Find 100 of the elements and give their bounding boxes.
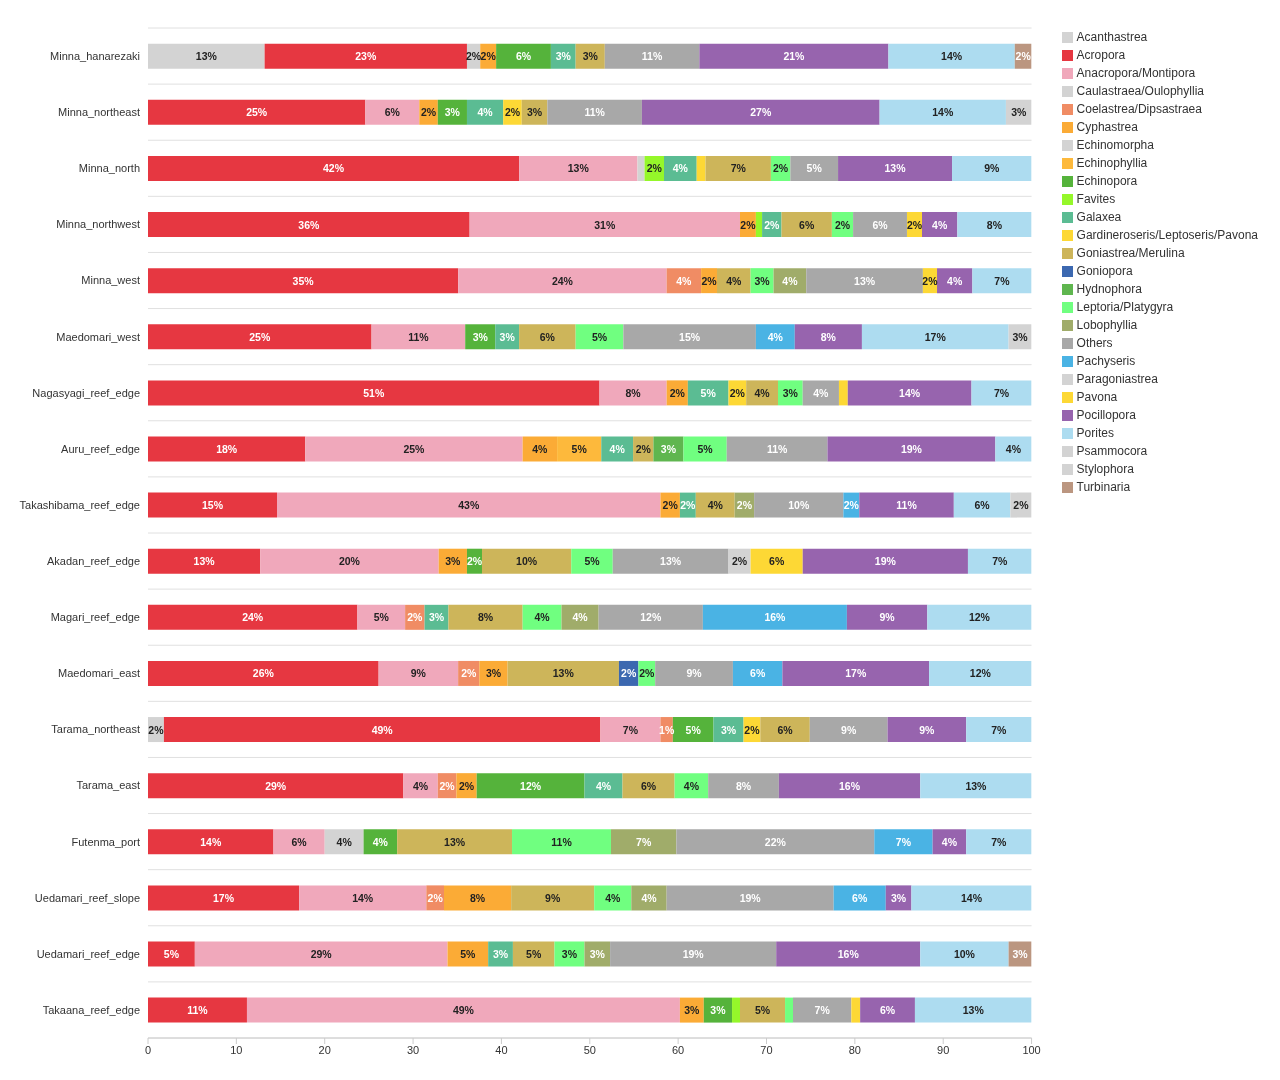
bar bbox=[481, 548, 572, 574]
data-label: 6% bbox=[974, 499, 991, 512]
x-tick-label: 100 bbox=[1022, 1043, 1041, 1056]
x-tick-label: 0 bbox=[144, 1043, 152, 1056]
data-label: 4% bbox=[941, 835, 958, 848]
bar bbox=[148, 773, 404, 799]
bar bbox=[641, 99, 880, 125]
data-label: 2% bbox=[1015, 50, 1032, 63]
bar bbox=[920, 773, 1032, 799]
data-label: 42% bbox=[323, 162, 345, 175]
data-label: 6% bbox=[291, 835, 308, 848]
bar bbox=[705, 155, 771, 181]
data-label: 10% bbox=[953, 947, 976, 960]
data-label: 2% bbox=[669, 386, 686, 399]
bar bbox=[755, 324, 795, 350]
data-label: 17% bbox=[213, 891, 235, 904]
bar bbox=[776, 941, 921, 967]
data-label: 49% bbox=[371, 723, 394, 736]
data-label: 17% bbox=[924, 330, 947, 343]
bar bbox=[557, 436, 602, 462]
data-label: 7% bbox=[991, 723, 1008, 736]
data-label: 6% bbox=[769, 555, 785, 568]
bar bbox=[781, 212, 832, 238]
data-label: 8% bbox=[820, 330, 837, 343]
x-tick-label: 60 bbox=[672, 1043, 685, 1056]
data-label: 3% bbox=[492, 947, 509, 960]
data-label: 12% bbox=[969, 667, 992, 680]
data-label: 2% bbox=[834, 218, 851, 231]
data-label: 2% bbox=[504, 106, 521, 119]
data-label: 2% bbox=[407, 611, 424, 624]
data-label: 14% bbox=[352, 891, 374, 904]
bar bbox=[971, 380, 1032, 406]
data-label: 20% bbox=[338, 555, 361, 568]
y-tick-label: Nagasyagi_reef_edge bbox=[32, 386, 140, 399]
data-label: 6% bbox=[539, 330, 556, 343]
bar bbox=[610, 941, 777, 967]
data-label: 2% bbox=[680, 499, 697, 512]
bar bbox=[726, 436, 828, 462]
y-tick-label: Maedomari_west bbox=[56, 330, 140, 343]
data-label: 6% bbox=[799, 218, 815, 231]
data-label: 5% bbox=[806, 162, 823, 175]
bar bbox=[879, 99, 1006, 125]
data-label: 24% bbox=[242, 611, 264, 624]
x-tick-label: 70 bbox=[760, 1043, 773, 1056]
x-tick-label: 20 bbox=[318, 1043, 331, 1056]
data-label: 6% bbox=[777, 723, 794, 736]
bar bbox=[305, 436, 523, 462]
bar bbox=[760, 717, 810, 743]
data-label: 4% bbox=[534, 611, 551, 624]
bar bbox=[927, 604, 1032, 630]
bar bbox=[851, 997, 861, 1023]
data-label: 8% bbox=[625, 386, 642, 399]
data-label: 3% bbox=[1012, 330, 1029, 343]
data-label: 19% bbox=[739, 891, 762, 904]
y-tick-label: Minna_north bbox=[78, 162, 140, 175]
legend-label: Psammocora bbox=[1076, 444, 1148, 458]
x-tick-label: 80 bbox=[848, 1043, 861, 1056]
y-tick-label: Minna_northwest bbox=[56, 218, 140, 231]
data-label: 11% bbox=[766, 442, 788, 455]
legend-label: Others bbox=[1076, 336, 1113, 350]
bar bbox=[683, 436, 727, 462]
data-label: 7% bbox=[994, 274, 1011, 287]
data-label: 13% bbox=[444, 835, 466, 848]
bar bbox=[612, 548, 729, 574]
data-label: 2% bbox=[466, 555, 483, 568]
bar bbox=[827, 436, 996, 462]
y-tick-label: Uedamari_reef_slope bbox=[34, 891, 140, 904]
data-label: 2% bbox=[731, 555, 748, 568]
bar bbox=[794, 324, 862, 350]
bar bbox=[754, 492, 844, 518]
bar bbox=[778, 773, 921, 799]
bar bbox=[708, 773, 779, 799]
x-tick-label: 50 bbox=[583, 1043, 596, 1056]
data-label: 2% bbox=[646, 162, 663, 175]
bar bbox=[148, 660, 379, 686]
bar bbox=[194, 941, 448, 967]
data-label: 4% bbox=[754, 386, 771, 399]
legend-label: Lobophyllia bbox=[1076, 318, 1138, 332]
data-label: 18% bbox=[216, 442, 238, 455]
bar bbox=[260, 548, 439, 574]
data-label: 15% bbox=[201, 499, 224, 512]
data-label: 2% bbox=[439, 779, 456, 792]
bar bbox=[637, 155, 645, 181]
bar bbox=[163, 717, 601, 743]
bar bbox=[732, 660, 783, 686]
data-label: 4% bbox=[605, 891, 621, 904]
data-label: 5% bbox=[700, 386, 717, 399]
data-label: 6% bbox=[879, 1004, 896, 1017]
data-label: 3% bbox=[526, 106, 543, 119]
bar bbox=[732, 997, 740, 1023]
data-label: 6% bbox=[640, 779, 657, 792]
data-label: 3% bbox=[589, 947, 606, 960]
data-label: 11% bbox=[896, 499, 918, 512]
data-label: 13% bbox=[552, 667, 575, 680]
bar bbox=[547, 99, 642, 125]
data-label: 15% bbox=[679, 330, 701, 343]
bar bbox=[610, 829, 677, 855]
bar bbox=[793, 997, 852, 1023]
data-label: 14% bbox=[932, 106, 954, 119]
y-tick-label: Tarama_northeast bbox=[51, 723, 140, 736]
